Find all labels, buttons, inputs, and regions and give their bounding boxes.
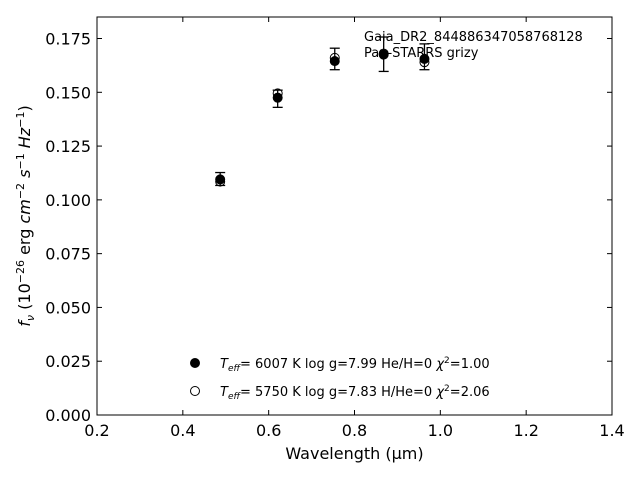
model-point-filled bbox=[419, 53, 430, 64]
model-point-open bbox=[419, 57, 430, 68]
legend-entry-1: Teff= 6007 K log g=7.99 He/H=0 χ2=1.00 bbox=[220, 356, 490, 374]
axis-ticks: 0.2 0.4 0.6 0.8 1.0 1.2 1.4 0.000 0.025 0.050 0.07… bbox=[45, 17, 625, 440]
x-tick-label: 0.2 bbox=[84, 421, 109, 440]
y-tick-label: 0.125 bbox=[45, 137, 91, 156]
legend: Teff= 6007 K log g=7.99 He/H=0 χ2=1.00 T… bbox=[190, 356, 490, 402]
x-tick-label: 0.4 bbox=[170, 421, 195, 440]
x-tick-label: 1.2 bbox=[513, 421, 538, 440]
model-point-open bbox=[329, 52, 340, 63]
model-point-filled bbox=[329, 56, 340, 67]
x-tick-label: 0.6 bbox=[256, 421, 281, 440]
y-tick-label: 0.000 bbox=[45, 406, 91, 425]
model-point-open bbox=[215, 176, 226, 187]
plot-marks bbox=[215, 36, 430, 187]
legend-marker-filled bbox=[190, 358, 200, 368]
annotation-line-1: Gaia_DR2_844886347058768128 bbox=[364, 30, 583, 45]
model-point-open bbox=[272, 88, 283, 99]
y-tick-label: 0.025 bbox=[45, 352, 91, 371]
y-axis-label: fν (10−26 erg cm−2 s−1 Hz−1) bbox=[14, 105, 37, 326]
x-axis-label: Wavelength (μm) bbox=[285, 444, 423, 463]
y-tick-label: 0.150 bbox=[45, 83, 91, 102]
x-tick-label: 1.4 bbox=[599, 421, 624, 440]
y-tick-label: 0.050 bbox=[45, 298, 91, 317]
model-point-open bbox=[378, 48, 389, 59]
plot-frame bbox=[96, 16, 613, 416]
legend-marker-open bbox=[190, 386, 200, 396]
y-tick-label: 0.175 bbox=[45, 30, 91, 49]
legend-entry-2: Teff= 5750 K log g=7.83 H/He=0 χ2=2.06 bbox=[220, 384, 490, 402]
y-tick-label: 0.075 bbox=[45, 245, 91, 264]
x-tick-label: 0.8 bbox=[342, 421, 367, 440]
annotation-line-2: Pan-STARRS grizy bbox=[364, 46, 479, 61]
y-tick-label: 0.100 bbox=[45, 191, 91, 210]
x-tick-label: 1.0 bbox=[428, 421, 453, 440]
